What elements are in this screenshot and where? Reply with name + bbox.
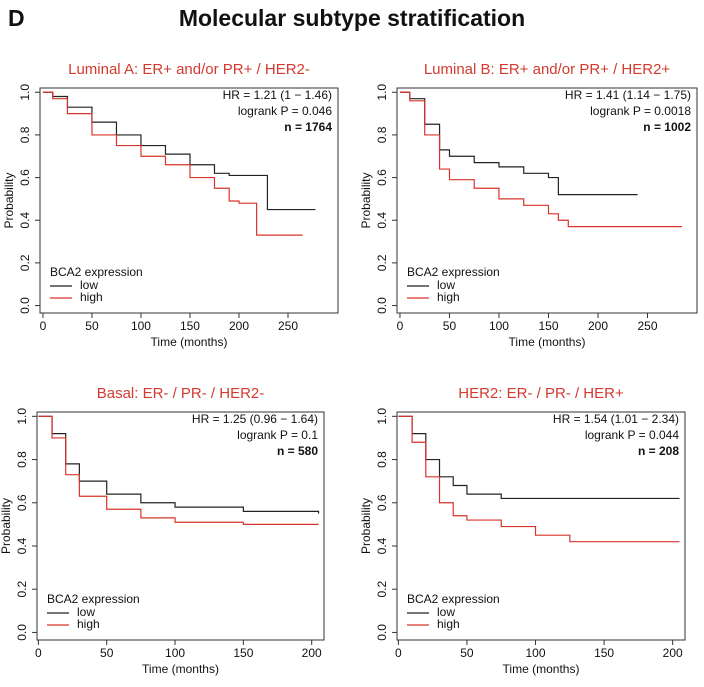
survival-curve (398, 415, 680, 500)
x-axis-label: Time (months) (151, 335, 228, 349)
y-tick-label: 1.0 (18, 84, 32, 101)
x-tick-label: 150 (180, 319, 200, 333)
survival-curve (38, 415, 320, 514)
y-tick-label: 1.0 (375, 408, 389, 425)
annotation: logrank P = 0.0018 (590, 104, 691, 118)
x-tick-label: 50 (460, 646, 474, 660)
legend-label: high (437, 617, 460, 631)
x-tick-label: 250 (278, 319, 298, 333)
y-tick-label: 0.4 (375, 537, 389, 554)
y-axis-label: Probability (359, 498, 373, 554)
y-tick-label: 0.4 (18, 212, 32, 229)
y-tick-label: 0.4 (15, 537, 29, 554)
y-axis-label: Probability (2, 172, 16, 228)
y-tick-label: 0.2 (375, 254, 389, 271)
y-tick-label: 0.6 (375, 169, 389, 186)
x-tick-label: 150 (594, 646, 614, 660)
survival-curve (398, 415, 680, 543)
y-tick-label: 0.2 (375, 581, 389, 598)
y-tick-label: 0.0 (375, 297, 389, 314)
annotation: n = 580 (277, 444, 318, 458)
legend-label: high (77, 617, 100, 631)
panel-title: Luminal A: ER+ and/or PR+ / HER2- (68, 61, 310, 78)
y-tick-label: 0.8 (375, 126, 389, 143)
y-axis-label: Probability (359, 172, 373, 228)
y-tick-label: 0.0 (18, 297, 32, 314)
plot-frame (396, 87, 698, 314)
annotation: HR = 1.54 (1.01 − 2.34) (553, 412, 679, 426)
figure-title: Molecular subtype stratification (179, 5, 525, 31)
y-axis-label: Probability (0, 498, 13, 554)
annotation: HR = 1.41 (1.14 − 1.75) (565, 88, 691, 102)
legend-label: high (80, 290, 103, 304)
y-tick-label: 1.0 (375, 84, 389, 101)
annotation: HR = 1.21 (1 − 1.46) (223, 88, 332, 102)
annotation: logrank P = 0.046 (238, 104, 333, 118)
legend-title: BCA2 expression (407, 265, 500, 279)
legend-label: low (77, 605, 95, 619)
y-tick-label: 0.6 (375, 494, 389, 511)
plot-frame (396, 411, 686, 641)
legend-title: BCA2 expression (47, 592, 140, 606)
x-axis-label: Time (months) (509, 335, 586, 349)
x-tick-label: 50 (100, 646, 114, 660)
annotation: logrank P = 0.1 (237, 428, 318, 442)
annotation: n = 208 (638, 444, 679, 458)
y-tick-label: 0.2 (15, 581, 29, 598)
x-tick-label: 100 (131, 319, 151, 333)
x-axis-label: Time (months) (142, 662, 219, 676)
legend-title: BCA2 expression (407, 592, 500, 606)
x-tick-label: 0 (40, 319, 47, 333)
legend-label: low (80, 278, 98, 292)
x-tick-label: 250 (637, 319, 657, 333)
y-tick-label: 0.0 (15, 624, 29, 641)
panel-title: HER2: ER- / PR- / HER+ (458, 385, 624, 402)
legend-label: high (437, 290, 460, 304)
y-tick-label: 1.0 (15, 408, 29, 425)
plot-frame (36, 411, 325, 641)
annotation: n = 1764 (284, 120, 332, 134)
x-tick-label: 200 (229, 319, 249, 333)
x-tick-label: 100 (165, 646, 185, 660)
x-tick-label: 0 (395, 646, 402, 660)
plot-frame (39, 87, 339, 314)
figure-label: D (8, 5, 25, 31)
x-axis-label: Time (months) (503, 662, 580, 676)
x-tick-label: 50 (443, 319, 457, 333)
panel-title: Luminal B: ER+ and/or PR+ / HER2+ (424, 61, 671, 78)
x-tick-label: 150 (233, 646, 253, 660)
y-tick-label: 0.8 (375, 451, 389, 468)
x-tick-label: 100 (525, 646, 545, 660)
x-tick-label: 200 (588, 319, 608, 333)
y-tick-label: 0.8 (18, 126, 32, 143)
annotation: HR = 1.25 (0.96 − 1.64) (192, 412, 318, 426)
survival-curve (42, 91, 303, 236)
x-tick-label: 200 (663, 646, 683, 660)
x-tick-label: 0 (397, 319, 404, 333)
legend-title: BCA2 expression (50, 265, 143, 279)
annotation: logrank P = 0.044 (585, 428, 680, 442)
x-tick-label: 50 (85, 319, 99, 333)
x-tick-label: 100 (489, 319, 509, 333)
y-tick-label: 0.6 (18, 169, 32, 186)
x-tick-label: 150 (538, 319, 558, 333)
x-tick-label: 0 (35, 646, 42, 660)
legend-label: low (437, 605, 455, 619)
x-tick-label: 200 (302, 646, 322, 660)
panel-title: Basal: ER- / PR- / HER2- (97, 385, 265, 402)
survival-curve (399, 91, 683, 228)
survival-curve (38, 415, 319, 525)
annotation: n = 1002 (643, 120, 691, 134)
y-tick-label: 0.4 (375, 212, 389, 229)
y-tick-label: 0.6 (15, 494, 29, 511)
y-tick-label: 0.2 (18, 254, 32, 271)
y-tick-label: 0.0 (375, 624, 389, 641)
y-tick-label: 0.8 (15, 451, 29, 468)
legend-label: low (437, 278, 455, 292)
